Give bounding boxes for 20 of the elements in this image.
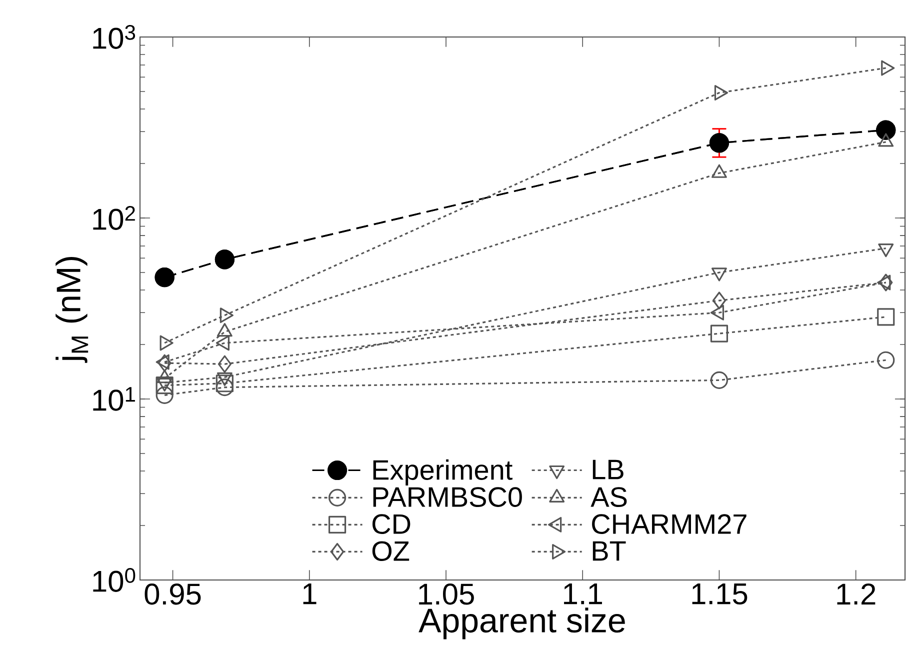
legend-label: OZ (372, 541, 410, 562)
legend-label: CHARMM27 (592, 514, 746, 534)
legend-label: AS (590, 487, 627, 507)
legend-label: PARMBSC0 (373, 487, 522, 507)
y-axis-title: j$_{M}$ (nM) (56, 257, 88, 363)
x-tick-label: 0.95 (144, 584, 201, 605)
legend-label: CD (372, 514, 410, 534)
legend-label: LB (592, 460, 624, 480)
x-tick-label: 1.1 (564, 584, 602, 604)
y-tick-label: 10$^{2}$ (93, 206, 135, 230)
x-tick-label: 1 (303, 584, 316, 604)
y-tick-label: 10$^{0}$ (93, 568, 136, 592)
legend-label: Experiment (373, 459, 512, 486)
x-tick-label: 1.05 (419, 584, 474, 605)
x-tick-label: 1.15 (692, 584, 748, 604)
y-tick-label: 10$^{1}$ (93, 387, 135, 411)
x-axis-title: Apparent size (418, 608, 625, 640)
x-tick-label: 1.2 (837, 584, 876, 604)
legend-label: BT (592, 541, 626, 561)
y-tick-label: 10$^{3}$ (93, 25, 136, 49)
